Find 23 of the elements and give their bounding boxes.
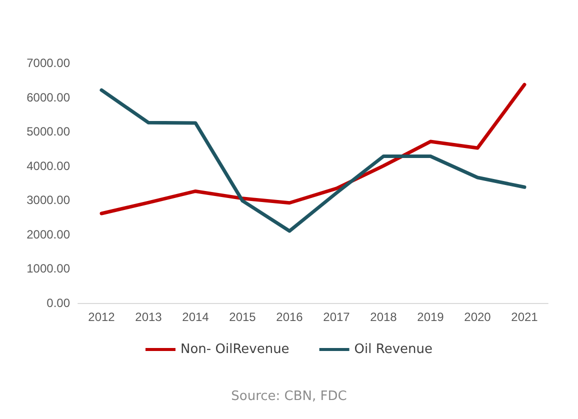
y-tick-label: 6000.00	[26, 90, 70, 104]
x-tick-label: 2012	[88, 310, 116, 324]
line-series	[100, 88, 526, 233]
source-note: Source: CBN, FDC	[231, 389, 347, 404]
line-series	[100, 82, 526, 216]
y-tick-label: 5000.00	[26, 124, 70, 139]
y-tick-label: 3000.00	[26, 193, 70, 208]
legend-label: Oil Revenue	[354, 342, 433, 357]
y-tick-label: 7000.00	[26, 56, 70, 70]
x-tick-label: 2014	[182, 310, 210, 324]
x-tick-label: 2019	[417, 310, 444, 324]
x-tick-label: 2020	[464, 310, 492, 324]
x-tick-label: 2021	[511, 310, 538, 324]
x-tick-label: 2013	[135, 310, 162, 324]
x-tick-label: 2016	[276, 310, 304, 324]
y-tick-label: 1000.00	[26, 262, 70, 276]
x-tick-label: 2015	[229, 310, 256, 324]
legend-label: Non- OilRevenue	[180, 342, 290, 357]
x-tick-label: 2018	[370, 310, 398, 324]
y-tick-label: 4000.00	[26, 158, 70, 173]
y-tick-label: 0.00	[46, 296, 70, 310]
x-tick-label: 2017	[323, 310, 350, 324]
y-tick-label: 2000.00	[26, 227, 70, 242]
